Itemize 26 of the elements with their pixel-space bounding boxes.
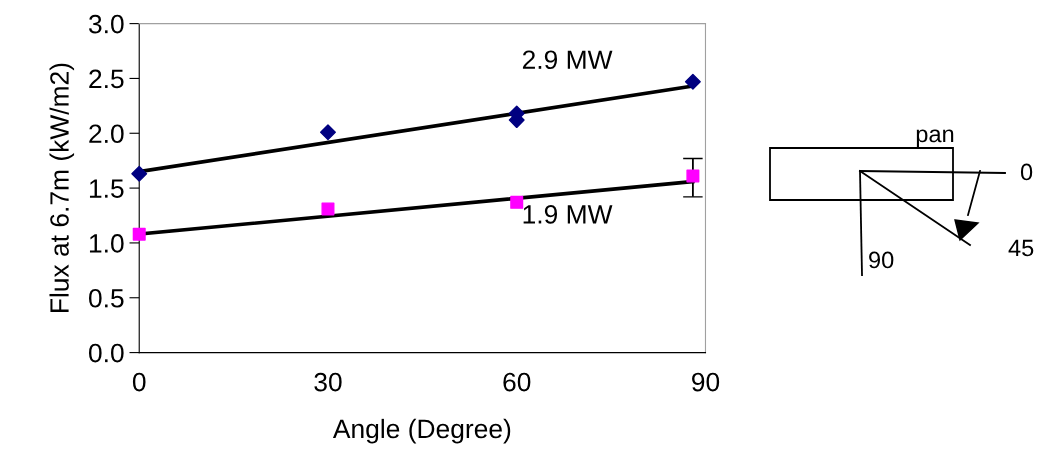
series-label: 1.9 MW	[523, 205, 613, 224]
y-axis-title: Flux at 6.7m (kW/m2)	[49, 63, 75, 313]
y-tick-label: 1.5	[89, 179, 124, 198]
x-tick-label: 90	[692, 372, 720, 392]
text: pan	[916, 129, 954, 148]
text: 45	[1008, 239, 1034, 257]
point	[319, 124, 336, 141]
y-tick-label: 0.5	[88, 288, 124, 308]
x-axis-title: Angle (Degree)	[332, 418, 511, 444]
x-tick-label: 0	[132, 372, 146, 392]
point	[132, 227, 146, 241]
y-tick-label: 0.0	[88, 343, 124, 363]
y-tick-label: 3.0	[88, 14, 124, 34]
x-tick-label: 30	[314, 372, 342, 392]
text: 0	[1020, 163, 1033, 181]
y-tick-label: 1.0	[89, 234, 124, 253]
text: 90	[869, 251, 894, 269]
y-tick-label: 2.0	[89, 124, 124, 144]
x-tick-label: 60	[503, 372, 531, 392]
point	[686, 169, 700, 183]
point	[321, 202, 335, 216]
y-tick-label: 2.5	[89, 69, 124, 89]
point	[131, 165, 148, 182]
series-label: 2.9 MW	[522, 50, 613, 70]
point	[510, 195, 524, 209]
point	[684, 73, 701, 90]
